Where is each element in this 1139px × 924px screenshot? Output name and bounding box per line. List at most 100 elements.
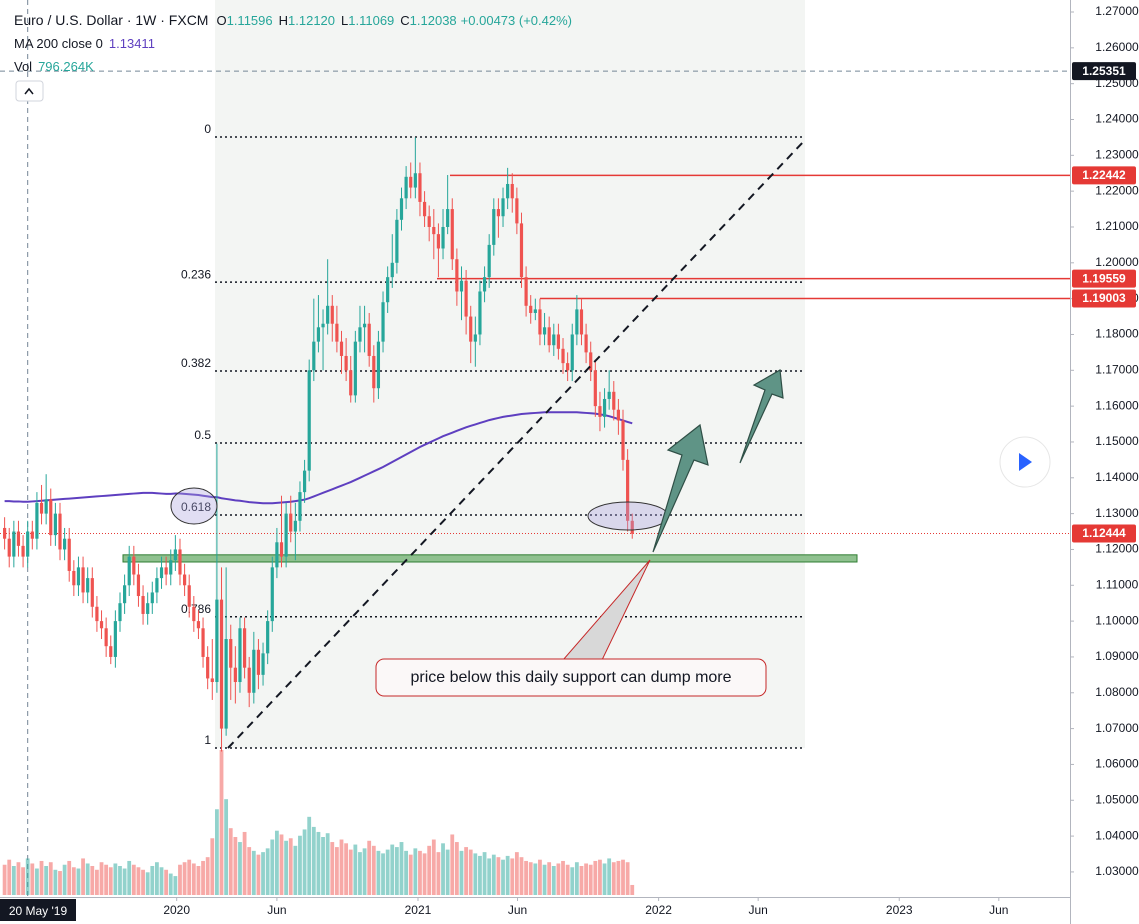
fib-label: 0.5	[194, 428, 211, 442]
candle-body	[247, 667, 251, 693]
volume-bar	[399, 842, 404, 895]
fib-background	[215, 0, 805, 748]
volume-bar	[11, 866, 16, 895]
candle-body	[427, 216, 431, 227]
candle-body	[561, 348, 565, 364]
volume-bar	[565, 864, 570, 895]
candle-body	[67, 538, 71, 571]
candle-body	[238, 628, 242, 683]
volume-bar	[173, 876, 178, 895]
volume-bar	[90, 866, 95, 895]
volume-bar	[108, 867, 113, 895]
crosshair-date-bg	[0, 899, 76, 921]
candle-body	[146, 603, 150, 614]
volume-bar	[215, 809, 219, 895]
ma-line	[4, 411, 633, 505]
x-tick-label: Jun	[748, 903, 767, 917]
volume-bar	[265, 848, 270, 895]
background-layer	[215, 0, 805, 748]
volume-bar	[533, 863, 538, 895]
volume-bar	[30, 863, 35, 895]
level-tag: 1.22442	[1082, 168, 1126, 182]
drawings: 0 0.236 0.382 0.5 0.618 0.786 1	[0, 0, 1070, 897]
volume-bar	[76, 868, 81, 895]
volume-bar	[118, 866, 122, 895]
ohlc: O1.11596 H1.12120 L1.11069 C1.12038	[214, 13, 460, 28]
candle-body	[150, 592, 154, 604]
candle-body	[224, 639, 228, 729]
candle-body	[584, 334, 588, 353]
crosshair-price-tag-bg	[1072, 62, 1136, 81]
candle-body	[482, 277, 487, 292]
volume-bar	[570, 867, 575, 895]
candle-body	[307, 370, 311, 471]
volume-bar	[122, 868, 127, 895]
volume-bar	[348, 849, 353, 895]
volume-bar	[99, 862, 104, 895]
volume-bar	[330, 842, 335, 895]
price-axis-bg	[1070, 0, 1139, 924]
x-tick-label: 2023	[886, 903, 913, 917]
candle-body	[441, 226, 445, 249]
candle-body	[49, 499, 53, 536]
volume-bar	[113, 863, 118, 895]
candle-body	[464, 280, 468, 317]
candle-body	[566, 363, 570, 371]
volume-bar	[251, 850, 256, 895]
ohlc-label: L	[341, 13, 349, 28]
volume-bar	[196, 866, 201, 895]
volume-bar	[381, 853, 385, 895]
candle-body	[339, 341, 344, 356]
candle-body	[279, 542, 284, 557]
arrow	[652, 423, 709, 553]
volume-bar	[561, 860, 565, 895]
ohlc-value: 1.12120	[288, 13, 336, 28]
crosshair-price-tag: 1.25351	[1082, 64, 1126, 78]
candle-body	[81, 567, 85, 593]
volume-bar	[205, 857, 210, 895]
y-tick-label: 1.22000	[1095, 183, 1139, 197]
ohlc-value: 1.11069	[348, 13, 395, 28]
level-tag-bg	[1072, 166, 1136, 185]
candle-body	[455, 259, 459, 292]
volume-bar	[321, 837, 325, 895]
volume-bar	[496, 857, 501, 895]
candle-body	[256, 649, 261, 675]
candle-body	[206, 656, 210, 679]
candle-body	[30, 531, 34, 539]
candle-body	[136, 574, 141, 597]
candle-body	[127, 556, 131, 586]
volume-bar	[279, 834, 284, 895]
candle-body	[390, 262, 394, 278]
candle-body	[201, 628, 205, 657]
candle-body	[233, 667, 237, 683]
volume-bar	[48, 862, 53, 895]
volume-bar	[95, 869, 99, 895]
volume-bar	[482, 852, 487, 895]
candle-body	[210, 678, 214, 683]
candle-body	[321, 323, 325, 328]
candle-body	[575, 309, 579, 335]
volume-bar	[418, 850, 422, 895]
candle-body	[159, 567, 164, 579]
x-tick-label: 2021	[405, 903, 432, 917]
y-tick-label: 1.06000	[1095, 757, 1139, 771]
fib-label: 0.382	[181, 356, 211, 370]
volume-bar	[441, 843, 445, 895]
volume-bar	[311, 826, 316, 895]
volume-bar	[538, 859, 542, 895]
y-tick-label: 1.12000	[1095, 542, 1139, 556]
volume-bar	[362, 848, 367, 895]
collapse-button[interactable]	[15, 80, 44, 102]
volume-bar	[358, 852, 362, 895]
candle-body	[302, 470, 307, 493]
volume-bar	[478, 855, 482, 895]
candle-body	[330, 305, 334, 324]
level-tag-bg	[1072, 289, 1136, 308]
candle-body	[501, 198, 505, 217]
volume-bar	[505, 855, 510, 895]
candle-body	[542, 327, 547, 335]
y-tick-label: 1.18000	[1095, 327, 1139, 341]
volume-bar	[385, 849, 390, 895]
candle-body	[422, 201, 427, 217]
